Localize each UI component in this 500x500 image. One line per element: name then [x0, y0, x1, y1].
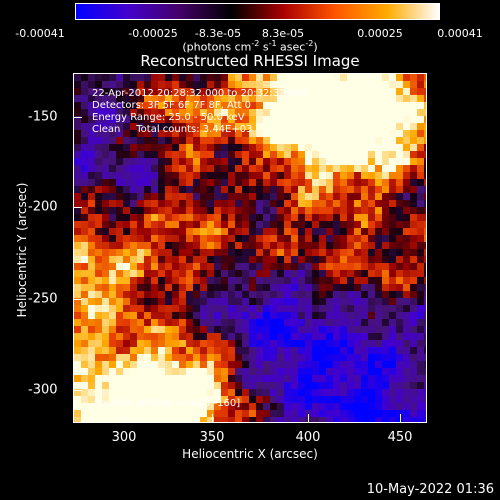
- x-tick-label: 300: [111, 430, 137, 445]
- y-tick-label: -150: [28, 109, 58, 125]
- y-tick-mark: [74, 299, 82, 300]
- timestamp: 10-May-2022 01:36: [366, 482, 494, 497]
- info-line-2: Detectors: 3F 5F 6F 7F 8F, Att 0: [92, 100, 252, 111]
- y-axis-label: Heliocentric Y (arcsec): [15, 182, 29, 318]
- x-tick-mark: [212, 414, 213, 422]
- image-title: Reconstructed RHESSI Image: [140, 52, 360, 70]
- y-tick-label: -200: [28, 199, 58, 215]
- colorbar-tick: -8.3e-05: [194, 27, 242, 40]
- rhessi-image: 22-Apr-2012 20:28:32.000 to 20:32:32.000…: [73, 73, 427, 423]
- x-tick-label: 350: [199, 430, 225, 445]
- y-tick-mark: [74, 117, 82, 118]
- y-tick-label: -250: [28, 291, 58, 307]
- heatmap-pixels: [74, 74, 426, 422]
- colorbar-tick: 0.00025: [357, 27, 403, 40]
- y-tick-mark: [74, 390, 82, 391]
- colorbar: [75, 3, 440, 20]
- colorbar-tick: -0.00041: [15, 27, 65, 40]
- info-line-3: Energy Range: 25.0 - 50.0 keV: [92, 112, 245, 123]
- x-tick-mark: [400, 414, 401, 422]
- peak-position: Position of Peak = [403,-160]: [94, 398, 241, 409]
- x-axis-label: Heliocentric X (arcsec): [182, 447, 318, 461]
- colorbar-tick: -0.00025: [128, 27, 178, 40]
- info-line-1: 22-Apr-2012 20:28:32.000 to 20:32:32.000: [92, 88, 308, 99]
- y-tick-mark: [74, 207, 82, 208]
- x-tick-label: 400: [295, 430, 321, 445]
- x-tick-mark: [124, 414, 125, 422]
- y-tick-label: -300: [28, 382, 58, 398]
- colorbar-unit-label: (photons cm-2 s-1 asec-2): [182, 39, 318, 54]
- info-line-4: Clean Total counts: 3.44E+03: [92, 124, 253, 135]
- x-tick-label: 450: [387, 430, 413, 445]
- x-tick-mark: [308, 414, 309, 422]
- colorbar-tick: 8.3e-05: [261, 27, 305, 40]
- colorbar-tick: 0.00041: [437, 27, 483, 40]
